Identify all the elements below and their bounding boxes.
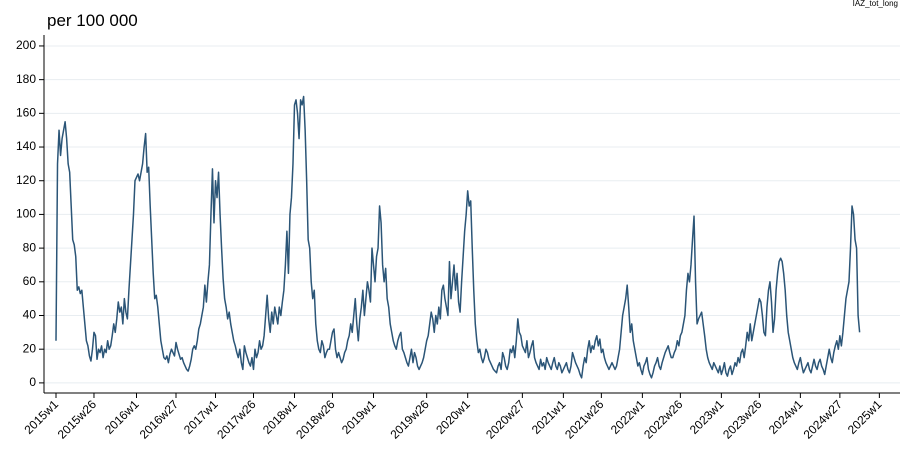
y-tick-label: 40 bbox=[23, 308, 37, 322]
y-tick-label: 80 bbox=[23, 240, 37, 254]
y-tick-label: 140 bbox=[16, 139, 36, 153]
x-tick-label: 2025w1 bbox=[845, 397, 885, 437]
x-tick-label: 2021w26 bbox=[562, 397, 607, 442]
x-tick-label: 2020w27 bbox=[483, 397, 528, 442]
y-tick-label: 20 bbox=[23, 341, 37, 355]
x-tick-label: 2020w1 bbox=[433, 397, 473, 437]
x-tick-label: 2024w27 bbox=[801, 397, 846, 442]
y-tick-label: 200 bbox=[16, 38, 36, 52]
x-tick-label: 2022w26 bbox=[641, 397, 686, 442]
x-tick-label: 2017w26 bbox=[214, 397, 259, 442]
x-tick-label: 2019w26 bbox=[387, 397, 432, 442]
x-tick-label: 2015w26 bbox=[55, 397, 100, 442]
y-tick-label: 100 bbox=[16, 207, 36, 221]
series-line bbox=[55, 95, 861, 379]
x-tick-label: 2023w26 bbox=[720, 397, 765, 442]
y-tick-label: 0 bbox=[29, 375, 36, 389]
x-tick-label: 2024w1 bbox=[766, 397, 806, 437]
y-tick-label: 160 bbox=[16, 106, 36, 120]
x-tick-label: 2016w1 bbox=[102, 397, 142, 437]
y-tick-label: 120 bbox=[16, 173, 36, 187]
y-tick-label: 180 bbox=[16, 72, 36, 86]
x-tick-label: 2019w1 bbox=[339, 397, 379, 437]
chart-note: IAZ_tot_long bbox=[853, 0, 898, 8]
y-tick-label: 60 bbox=[23, 274, 37, 288]
x-tick-label: 2016w27 bbox=[137, 397, 182, 442]
x-tick-label: 2018w26 bbox=[293, 397, 338, 442]
chart-title: per 100 000 bbox=[47, 11, 138, 30]
